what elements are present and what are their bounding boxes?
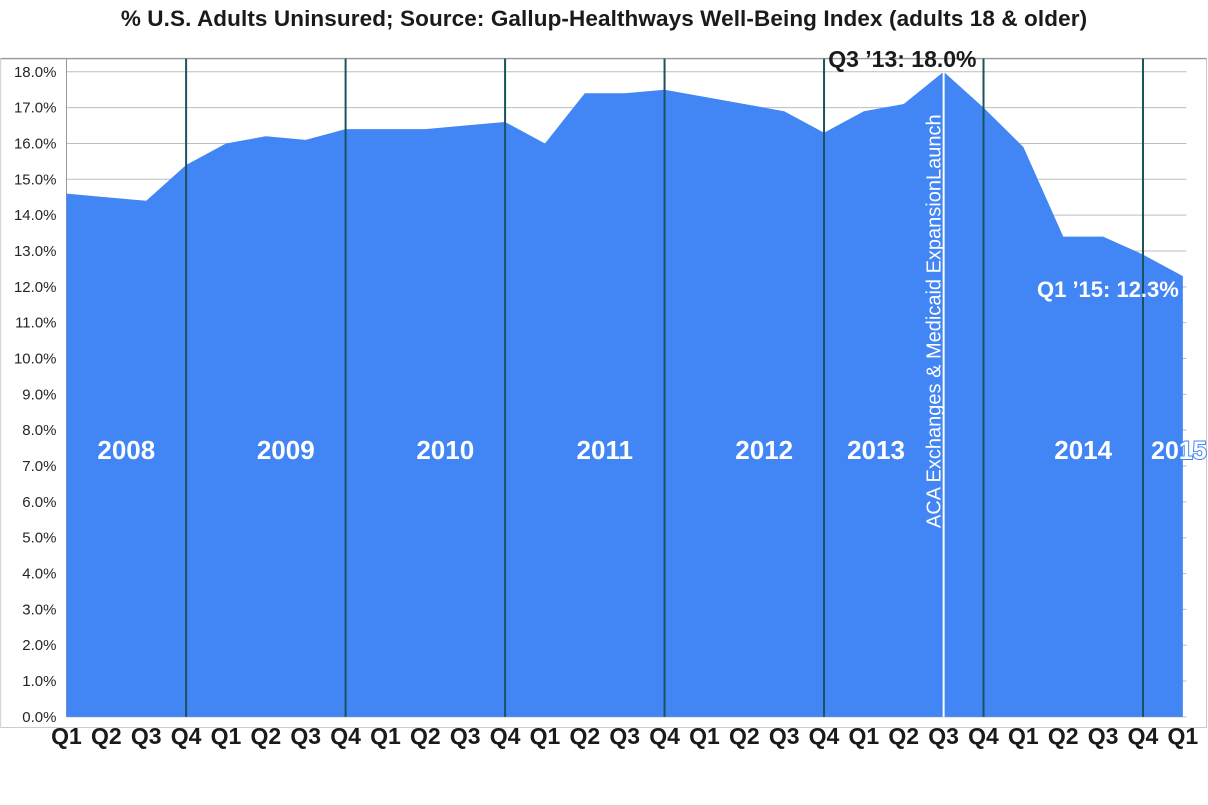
svg-text:Q1: Q1	[211, 723, 242, 749]
svg-text:Q3: Q3	[609, 723, 640, 749]
svg-text:Q3: Q3	[290, 723, 321, 749]
svg-text:Q1: Q1	[849, 723, 880, 749]
svg-text:Q2: Q2	[251, 723, 282, 749]
svg-text:Q3 ’13: 18.0%: Q3 ’13: 18.0%	[828, 46, 976, 72]
svg-text:Q3: Q3	[450, 723, 481, 749]
svg-text:11.0%: 11.0%	[15, 315, 56, 332]
svg-text:17.0%: 17.0%	[14, 100, 57, 117]
svg-text:Q1: Q1	[51, 723, 82, 749]
svg-text:12.0%: 12.0%	[14, 279, 57, 296]
svg-text:Q4: Q4	[1128, 723, 1159, 749]
svg-text:13.0%: 13.0%	[14, 243, 57, 260]
svg-text:2008: 2008	[97, 435, 155, 465]
svg-text:10.0%: 10.0%	[14, 351, 57, 368]
svg-text:Q2: Q2	[888, 723, 919, 749]
svg-text:18.0%: 18.0%	[14, 64, 57, 81]
svg-text:14.0%: 14.0%	[14, 207, 57, 224]
svg-text:8.0%: 8.0%	[22, 422, 56, 439]
svg-text:6.0%: 6.0%	[22, 494, 56, 511]
svg-text:ACA Exchanges & Medicaid Expan: ACA Exchanges & Medicaid ExpansionLaunch	[924, 114, 946, 528]
svg-text:Q2: Q2	[569, 723, 600, 749]
svg-text:Q3: Q3	[1088, 723, 1119, 749]
svg-text:2013: 2013	[847, 435, 905, 465]
svg-text:2014: 2014	[1054, 435, 1112, 465]
svg-text:Q1: Q1	[1168, 723, 1199, 749]
svg-text:Q4: Q4	[809, 723, 840, 749]
svg-text:16.0%: 16.0%	[14, 135, 57, 152]
svg-text:2009: 2009	[257, 435, 315, 465]
svg-text:15.0%: 15.0%	[14, 171, 57, 188]
svg-text:2.0%: 2.0%	[22, 637, 56, 654]
svg-text:Q4: Q4	[330, 723, 361, 749]
svg-text:2010: 2010	[416, 435, 474, 465]
svg-text:9.0%: 9.0%	[22, 386, 56, 403]
svg-text:3.0%: 3.0%	[22, 601, 56, 618]
svg-text:Q2: Q2	[91, 723, 122, 749]
svg-text:Q4: Q4	[968, 723, 999, 749]
svg-text:2015: 2015	[1151, 437, 1207, 465]
svg-text:Q4: Q4	[649, 723, 680, 749]
svg-text:Q4: Q4	[171, 723, 202, 749]
svg-text:1.0%: 1.0%	[22, 673, 56, 690]
svg-text:Q1: Q1	[689, 723, 720, 749]
svg-text:Q2: Q2	[1048, 723, 1079, 749]
svg-text:Q1 ’15: 12.3%: Q1 ’15: 12.3%	[1037, 277, 1179, 302]
svg-text:Q1: Q1	[1008, 723, 1039, 749]
svg-text:Q3: Q3	[769, 723, 800, 749]
svg-text:Q4: Q4	[490, 723, 521, 749]
svg-text:2012: 2012	[735, 435, 793, 465]
svg-text:Q3: Q3	[131, 723, 162, 749]
svg-text:Q2: Q2	[410, 723, 441, 749]
svg-text:Q3: Q3	[928, 723, 959, 749]
svg-text:5.0%: 5.0%	[22, 530, 56, 547]
svg-text:2011: 2011	[577, 435, 633, 465]
svg-text:Q2: Q2	[729, 723, 760, 749]
svg-text:4.0%: 4.0%	[22, 566, 56, 583]
svg-text:Q1: Q1	[370, 723, 401, 749]
svg-text:7.0%: 7.0%	[22, 458, 56, 475]
svg-text:Q1: Q1	[530, 723, 561, 749]
